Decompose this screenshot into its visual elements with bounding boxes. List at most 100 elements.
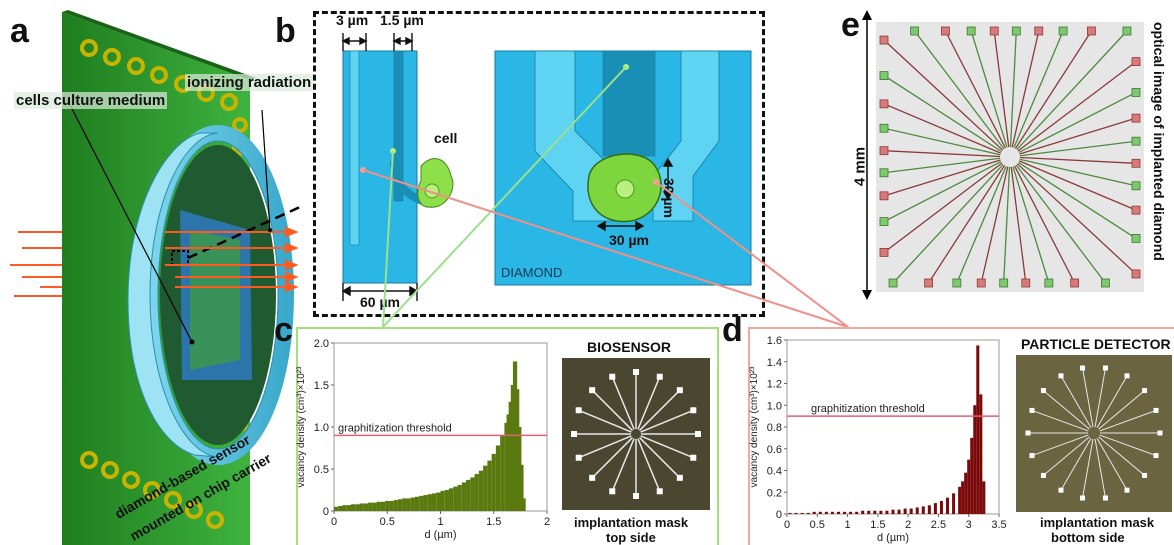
threshold-label: graphitization threshold <box>338 422 452 434</box>
mask-pad <box>1080 365 1086 371</box>
detector-title: PARTICLE DETECTOR <box>1021 336 1171 352</box>
electrode-pad <box>1034 26 1044 36</box>
mask-pad <box>633 369 639 375</box>
panel-b-frame <box>313 11 765 317</box>
electrode-trace <box>928 165 1006 284</box>
chart-particle-detector: graphitization threshold 0 0.5 1 1.5 2 2.5 3 3.5… <box>749 335 1007 544</box>
bar <box>449 488 454 511</box>
bar <box>431 493 437 511</box>
bar <box>946 497 950 514</box>
bar <box>478 470 484 511</box>
bar <box>873 510 877 514</box>
bar <box>351 504 356 511</box>
electrode-trace <box>1003 166 1011 284</box>
electrode-trace <box>970 30 1008 148</box>
electrode-pad <box>952 278 962 288</box>
y-tick-label: 0 <box>776 509 782 521</box>
bar <box>474 474 479 511</box>
electrode-pad <box>1044 278 1054 288</box>
dim-60um: 60 µm <box>360 294 400 310</box>
electrode-trace <box>883 150 1001 158</box>
bar <box>849 511 853 514</box>
diamond-side-label: optical image of implanted diamond <box>1151 22 1167 261</box>
mask-photo-d <box>1016 355 1172 512</box>
panel-c-frame <box>296 327 719 545</box>
bar <box>510 385 516 511</box>
mask-pad <box>690 407 697 414</box>
bar <box>800 512 804 514</box>
label-diamond: DIAMOND <box>501 265 563 280</box>
mask-pad <box>656 373 663 380</box>
y-tick-label: 1.2 <box>767 379 782 391</box>
bar <box>385 500 390 511</box>
diamond-photo <box>876 22 1144 292</box>
panel-label-d: d <box>722 311 743 349</box>
dim-30um-horizontal: 30 µm <box>609 232 649 248</box>
panel-label-a: a <box>10 12 29 50</box>
mask-pad <box>1040 388 1046 394</box>
x-tick-label: 0 <box>331 516 337 528</box>
electrode-trace <box>883 127 1001 156</box>
y-tick-label: 0 <box>323 506 329 518</box>
electrode-pad <box>999 278 1009 288</box>
mask-pad <box>1124 373 1130 379</box>
y-tick-label: 1.0 <box>767 400 782 412</box>
bar <box>879 510 883 514</box>
bar <box>897 509 901 514</box>
gold-pads-bottom <box>80 451 224 529</box>
mask-trace <box>1060 375 1092 429</box>
electrode-pad <box>924 278 933 288</box>
mask-trace <box>637 438 661 492</box>
electrode-trace <box>883 162 1003 253</box>
mask-trace <box>637 376 661 430</box>
electrode-pad <box>1131 181 1141 191</box>
bar <box>508 401 513 511</box>
electrode-trace <box>1017 61 1137 152</box>
x-tick-label: 2 <box>544 516 550 528</box>
bar <box>885 510 889 514</box>
mask-trace <box>1043 436 1090 476</box>
bar <box>423 495 428 511</box>
mask-trace <box>1060 437 1092 491</box>
dim-3um: 3 µm <box>336 12 369 28</box>
x-tick-label: 2.5 <box>931 519 946 531</box>
bar <box>453 486 458 511</box>
panel-label-e: e <box>841 6 860 44</box>
electrode-trace <box>1013 165 1076 284</box>
electrode-pad <box>1131 57 1141 66</box>
bar <box>967 459 971 514</box>
x-tick-label: 0.5 <box>810 519 825 531</box>
panel-d-frame <box>748 327 1174 545</box>
mask-pad <box>690 454 697 461</box>
mask-trace <box>1099 409 1157 432</box>
bar <box>891 509 895 514</box>
mask-pad <box>1025 430 1031 436</box>
y-axis-label: vacancy density (cm³)×10²³ <box>296 366 307 488</box>
electrode-pad <box>1087 26 1096 36</box>
electrode-trace <box>1016 30 1128 151</box>
bar <box>419 495 424 511</box>
bar <box>376 501 381 511</box>
mask-pad <box>1058 373 1064 379</box>
radiation-arrows-right <box>165 226 299 293</box>
electrode-pad <box>1070 278 1079 288</box>
y-tick-label: 0.5 <box>314 464 329 476</box>
electrode-trace <box>883 160 1002 223</box>
bar <box>436 492 441 511</box>
bar <box>495 445 501 511</box>
mask-pad <box>1040 472 1046 478</box>
x-tick-label: 0 <box>784 519 790 531</box>
electrode-trace <box>1018 161 1137 239</box>
detector-caption-2: bottom side <box>1051 530 1125 545</box>
electrode-trace <box>1016 163 1137 275</box>
mask-trace <box>1094 438 1106 499</box>
bar <box>440 490 445 511</box>
dim-1-5um: 1.5 µm <box>380 12 424 28</box>
bar <box>444 490 450 511</box>
mask-trace <box>591 389 633 431</box>
mask-trace <box>1094 367 1106 428</box>
detector-mask-image <box>1016 355 1172 512</box>
mask-trace <box>1099 434 1157 457</box>
bar <box>491 453 496 511</box>
